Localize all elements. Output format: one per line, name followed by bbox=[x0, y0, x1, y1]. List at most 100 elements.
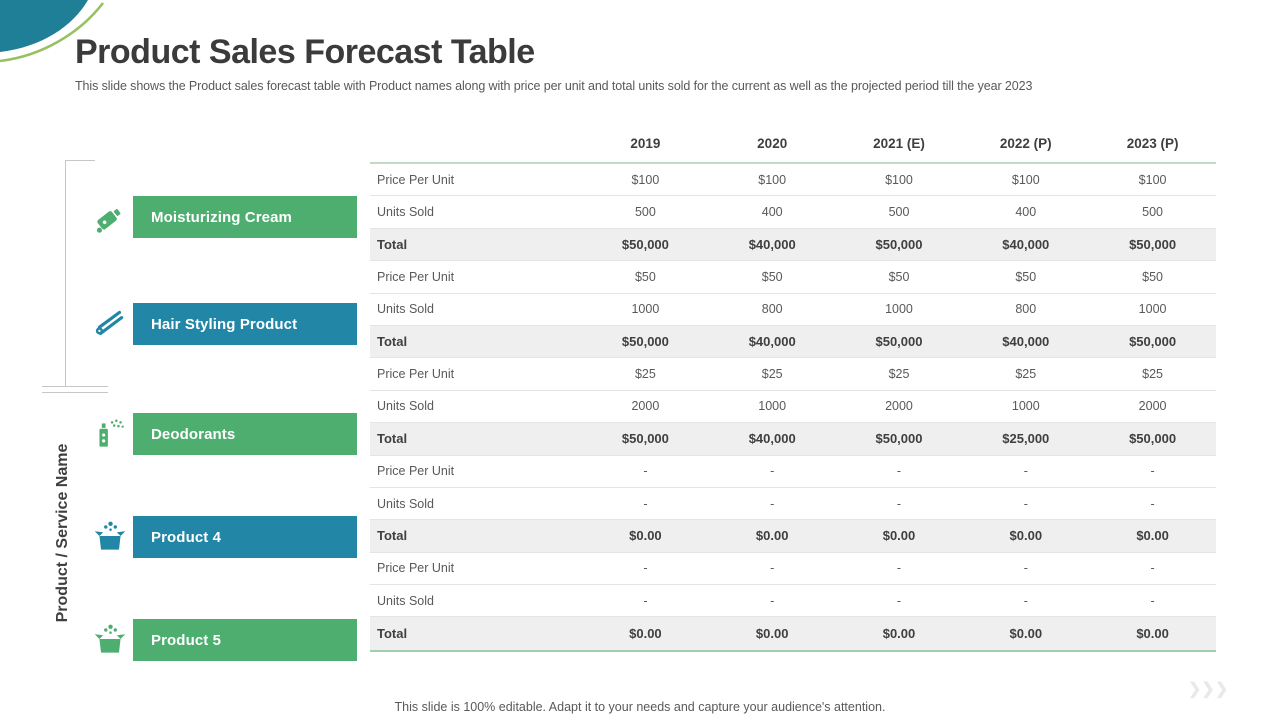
value-cell: - bbox=[1150, 464, 1155, 479]
total-row-product-5: Total $0.00 $0.00 $0.00 $0.00 $0.00 bbox=[370, 617, 1216, 650]
value-cell: $0.00 bbox=[755, 626, 789, 642]
forward-chevrons-icon[interactable]: ❯❯❯ bbox=[1188, 681, 1229, 698]
value-cell: 2000 bbox=[1138, 399, 1167, 414]
value-cell: $25 bbox=[1015, 367, 1037, 382]
row-label-cell: Price Per Unit bbox=[377, 172, 455, 187]
row-label-cell: Total bbox=[377, 236, 408, 252]
value-cell: 500 bbox=[634, 205, 656, 220]
value-cell: - bbox=[643, 496, 648, 511]
row-label-cell: Total bbox=[377, 528, 408, 544]
value-cell: $0.00 bbox=[882, 528, 916, 544]
year-header-cell: 2022 (P) bbox=[999, 135, 1052, 151]
row-label-cell: Price Per Unit bbox=[377, 561, 455, 576]
price-row-hair-styling-product: Price Per Unit $50 $50 $50 $50 $50 bbox=[370, 261, 1216, 294]
value-cell: $50,000 bbox=[1129, 334, 1177, 350]
value-cell: - bbox=[1150, 496, 1155, 511]
value-cell: $0.00 bbox=[755, 528, 789, 544]
table-body: Price Per Unit $100 $100 $100 $100 $100 Units … bbox=[370, 162, 1216, 652]
row-label-cell: Units Sold bbox=[377, 593, 434, 608]
value-cell: 1000 bbox=[631, 302, 660, 317]
rail-break-dash bbox=[42, 392, 108, 393]
value-cell: - bbox=[896, 561, 902, 576]
spray-can-icon bbox=[91, 414, 129, 454]
value-cell: $50 bbox=[888, 269, 910, 284]
value-cell: $25 bbox=[634, 367, 656, 382]
value-cell: 2000 bbox=[631, 399, 660, 414]
value-cell: - bbox=[770, 464, 775, 479]
open-box-icon bbox=[91, 517, 129, 557]
row-label-cell: Total bbox=[377, 431, 408, 447]
row-label-cell: Units Sold bbox=[377, 302, 434, 317]
units-row-hair-styling-product: Units Sold 1000 800 1000 800 1000 bbox=[370, 294, 1216, 326]
corner-green-arc bbox=[0, 2, 105, 63]
value-cell: $25 bbox=[761, 367, 783, 382]
value-cell: $100 bbox=[758, 172, 787, 187]
product-bar-moisturizing-cream: Moisturizing Cream bbox=[133, 196, 357, 238]
value-cell: $40,000 bbox=[748, 334, 796, 350]
row-label-cell: Units Sold bbox=[377, 496, 434, 511]
product-bar-hair-styling-product: Hair Styling Product bbox=[133, 303, 357, 345]
price-row-moisturizing-cream: Price Per Unit $100 $100 $100 $100 $100 bbox=[370, 164, 1216, 197]
value-cell: 400 bbox=[1015, 205, 1037, 220]
value-cell: - bbox=[1150, 561, 1155, 576]
value-cell: 1000 bbox=[1138, 302, 1167, 317]
value-cell: $50 bbox=[1015, 269, 1037, 284]
units-row-product-5: Units Sold - - - - - bbox=[370, 585, 1216, 618]
price-row-deodorants: Price Per Unit $25 $25 $25 $25 $25 bbox=[370, 358, 1216, 391]
open-box-icon bbox=[91, 620, 129, 660]
value-cell: - bbox=[1150, 593, 1155, 608]
row-label-cell: Units Sold bbox=[377, 205, 434, 220]
value-cell: - bbox=[896, 464, 902, 479]
slide-footer-note: This slide is 100% editable. Adapt it to… bbox=[394, 700, 886, 714]
row-label-cell: Total bbox=[377, 334, 408, 350]
total-row-product-4: Total $0.00 $0.00 $0.00 $0.00 $0.00 bbox=[370, 520, 1216, 553]
value-cell: $100 bbox=[1011, 172, 1040, 187]
corner-accent-decoration bbox=[0, 0, 105, 63]
value-cell: $0.00 bbox=[1009, 626, 1043, 642]
product-bar-product-4: Product 4 bbox=[133, 516, 357, 558]
year-header-cell: 2019 bbox=[630, 135, 661, 151]
units-row-deodorants: Units Sold 2000 1000 2000 1000 2000 bbox=[370, 391, 1216, 424]
rail-break-dash bbox=[42, 386, 108, 387]
product-bar-label: Product 5 bbox=[151, 631, 222, 649]
product-bar-label: Product 4 bbox=[151, 528, 222, 546]
total-row-hair-styling-product: Total $50,000 $40,000 $50,000 $40,000 $50,000 bbox=[370, 325, 1216, 359]
value-cell: $40,000 bbox=[748, 236, 796, 252]
product-bar-label: Deodorants bbox=[151, 425, 236, 443]
value-cell: $50,000 bbox=[621, 431, 669, 447]
value-cell: 2000 bbox=[885, 399, 913, 414]
value-cell: - bbox=[1023, 496, 1028, 511]
value-cell: - bbox=[770, 561, 775, 576]
value-cell: - bbox=[643, 561, 648, 576]
value-cell: - bbox=[1023, 593, 1028, 608]
value-cell: - bbox=[896, 496, 902, 511]
product-bar-label: Hair Styling Product bbox=[151, 315, 298, 333]
value-cell: $50 bbox=[1142, 269, 1164, 284]
page-title: Product Sales Forecast Table bbox=[75, 33, 535, 71]
row-label-cell: Price Per Unit bbox=[377, 464, 455, 479]
value-cell: $0.00 bbox=[629, 528, 662, 544]
value-cell: 500 bbox=[888, 205, 910, 220]
value-cell: $50,000 bbox=[1129, 236, 1177, 252]
value-cell: 1000 bbox=[758, 399, 787, 414]
units-row-moisturizing-cream: Units Sold 500 400 500 400 500 bbox=[370, 196, 1216, 229]
value-cell: $50,000 bbox=[875, 334, 923, 350]
year-header-cell: 2023 (P) bbox=[1126, 135, 1179, 151]
year-header-cell: 2020 bbox=[757, 135, 788, 151]
value-cell: $0.00 bbox=[882, 626, 916, 642]
value-cell: - bbox=[896, 593, 902, 608]
value-cell: 1000 bbox=[885, 302, 913, 317]
total-row-moisturizing-cream: Total $50,000 $40,000 $50,000 $40,000 $50,000 bbox=[370, 228, 1216, 262]
price-row-product-4: Price Per Unit - - - - - bbox=[370, 456, 1216, 488]
row-label-cell: Price Per Unit bbox=[377, 367, 455, 382]
rail-vertical-line bbox=[65, 160, 66, 386]
value-cell: $0.00 bbox=[1136, 528, 1169, 544]
product-bar-product-5: Product 5 bbox=[133, 619, 357, 661]
value-cell: 400 bbox=[761, 205, 783, 220]
value-cell: $25 bbox=[1142, 367, 1164, 382]
value-cell: - bbox=[643, 464, 648, 479]
row-label-cell: Price Per Unit bbox=[377, 269, 455, 284]
units-row-product-4: Units Sold - - - - - bbox=[370, 488, 1216, 521]
value-cell: $50,000 bbox=[621, 334, 669, 350]
corner-teal-shape bbox=[0, 0, 88, 52]
